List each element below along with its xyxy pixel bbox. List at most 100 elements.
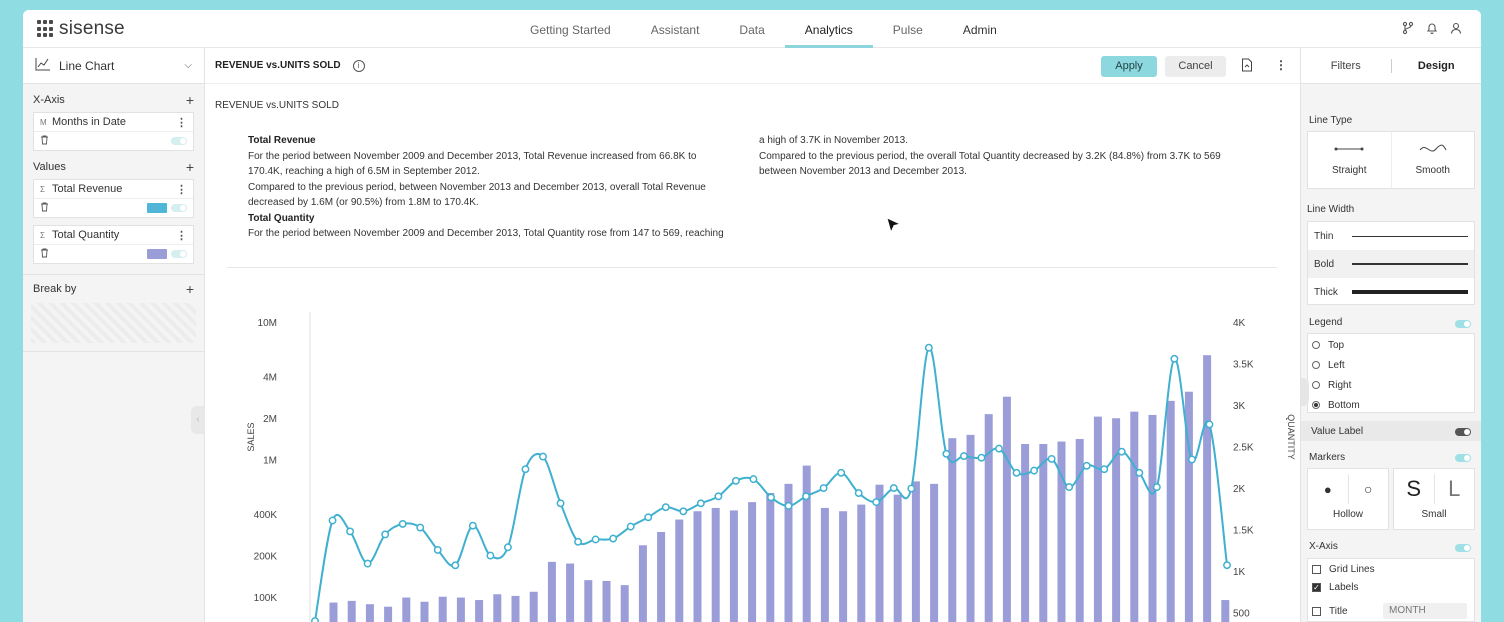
x-axis-title-input[interactable]: MONTH <box>1383 603 1467 619</box>
info-icon[interactable]: i <box>352 59 365 72</box>
x-axis-toggle[interactable] <box>171 137 187 145</box>
nav-tab-admin[interactable]: Admin <box>962 23 997 37</box>
field-type-tag: M <box>40 117 47 127</box>
revenue-marker <box>503 543 512 552</box>
revenue-marker <box>539 452 547 461</box>
y2-tick-label: 2.5K <box>1233 443 1254 454</box>
field-menu-icon[interactable]: ⋮ <box>176 116 187 129</box>
add-break-by-button[interactable]: + <box>185 281 194 297</box>
cancel-button[interactable]: Cancel <box>1165 56 1226 77</box>
nav-tab-data[interactable]: Data <box>739 23 765 37</box>
grid-lines-checkbox[interactable]: Grid Lines <box>1308 560 1474 578</box>
series-toggle[interactable] <box>171 204 187 212</box>
trash-icon[interactable] <box>40 135 49 148</box>
quantity-bar <box>365 604 374 622</box>
bell-icon[interactable] <box>1425 21 1439 35</box>
sisense-logo[interactable]: sisense <box>37 18 125 40</box>
bold-line-sample <box>1352 263 1468 265</box>
quantity-bar <box>948 438 957 622</box>
nav-tab-analytics[interactable]: Analytics <box>784 10 873 48</box>
field-menu-icon[interactable]: ⋮ <box>176 229 187 242</box>
line-type-smooth[interactable]: Smooth <box>1392 132 1475 188</box>
quantity-bar <box>475 600 484 622</box>
add-x-axis-button[interactable]: + <box>185 92 194 108</box>
y-tick-label: 10M <box>258 318 277 329</box>
value-field-name[interactable]: Total Revenue <box>52 183 123 195</box>
quantity-bar <box>693 511 702 622</box>
quantity-bar <box>566 563 575 622</box>
revenue-marker <box>749 475 758 484</box>
revenue-marker <box>837 468 846 477</box>
export-icon[interactable] <box>1241 58 1253 75</box>
legend-top-radio[interactable]: Top <box>1308 335 1474 355</box>
collapse-left-panel-handle[interactable]: ‹ <box>191 406 205 434</box>
break-by-section: Break by + <box>23 281 204 297</box>
line-width-thin-label: Thin <box>1314 230 1334 242</box>
revenue-marker <box>854 489 863 498</box>
legend-toggle[interactable] <box>1455 320 1471 328</box>
line-width-thick[interactable]: Thick <box>1308 278 1474 306</box>
revenue-marker <box>346 527 355 536</box>
revenue-marker <box>451 561 460 570</box>
quantity-bar <box>675 519 684 622</box>
value-label-toggle[interactable] <box>1455 428 1471 436</box>
nav-tab-assistant[interactable]: Assistant <box>650 23 700 37</box>
widget-title[interactable]: REVENUE vs.UNITS SOLD <box>215 60 341 71</box>
revenue-marker <box>1152 483 1161 492</box>
large-marker-size-option[interactable]: L <box>1448 476 1461 501</box>
x-axis-field-name[interactable]: Months in Date <box>52 116 126 128</box>
branch-icon[interactable] <box>1401 21 1415 35</box>
legend-right-radio[interactable]: Right <box>1308 375 1474 395</box>
revenue-marker <box>784 501 793 510</box>
trash-icon[interactable] <box>40 248 49 261</box>
y2-tick-label: 1.5K <box>1233 526 1254 537</box>
more-options-icon[interactable]: ⋮ <box>1275 58 1287 72</box>
revenue-marker <box>468 521 477 530</box>
y-tick-label: 2M <box>263 414 277 425</box>
title-checkbox[interactable]: Title MONTH <box>1308 602 1474 620</box>
trash-icon[interactable] <box>40 202 49 215</box>
y-tick-label: 100K <box>254 593 278 604</box>
revenue-marker <box>486 551 495 560</box>
nav-tab-pulse[interactable]: Pulse <box>892 23 923 37</box>
revenue-marker <box>1065 483 1074 492</box>
series-color-swatch[interactable] <box>147 203 167 213</box>
value-field-name[interactable]: Total Quantity <box>52 229 120 241</box>
add-value-button[interactable]: + <box>185 159 194 175</box>
legend-bottom-radio[interactable]: Bottom <box>1308 395 1474 415</box>
small-marker-size-option[interactable]: S <box>1406 476 1422 501</box>
field-menu-icon[interactable]: ⋮ <box>176 183 187 196</box>
series-toggle[interactable] <box>171 250 187 258</box>
revenue-marker <box>696 499 705 508</box>
user-icon[interactable] <box>1449 21 1463 35</box>
quantity-bar <box>1075 439 1084 622</box>
line-width-thin[interactable]: Thin <box>1308 222 1474 250</box>
revenue-marker <box>574 537 583 546</box>
x-axis-design-toggle[interactable] <box>1455 544 1471 552</box>
break-by-dropzone[interactable] <box>31 303 196 343</box>
chart-type-selector[interactable]: Line Chart ⌵ <box>23 48 204 84</box>
line-width-bold[interactable]: Bold <box>1308 250 1474 278</box>
labels-checkbox[interactable]: ✓ Labels <box>1312 581 1359 593</box>
filled-marker-icon[interactable]: ● <box>1323 481 1332 497</box>
quantity-bar <box>402 597 411 622</box>
revenue-marker <box>591 535 600 544</box>
revenue-vs-units-chart[interactable]: 10M 4M 2M 1M 400K 200K 100K 4K 3.5K 3K 2.5K 2K 1.5K 1… <box>205 272 1300 622</box>
tab-design[interactable]: Design <box>1417 59 1455 72</box>
legend-left-radio[interactable]: Left <box>1308 355 1474 375</box>
series-color-swatch[interactable] <box>147 249 167 259</box>
nav-tab-getting-started[interactable]: Getting Started <box>530 23 611 37</box>
collapse-right-panel-handle[interactable] <box>1301 378 1309 406</box>
revenue-marker <box>767 493 775 502</box>
line-type-straight[interactable]: Straight <box>1308 132 1392 188</box>
hollow-marker-icon[interactable]: ○ <box>1364 481 1373 497</box>
narrative-heading: Total Revenue <box>248 135 316 146</box>
markers-toggle[interactable] <box>1455 454 1471 462</box>
x-axis-field-card: M Months in Date ⋮ <box>33 112 194 151</box>
tab-filters[interactable]: Filters <box>1330 59 1361 72</box>
apply-button[interactable]: Apply <box>1101 56 1157 77</box>
quantity-bar <box>456 597 465 622</box>
widget-editor: REVENUE vs.UNITS SOLD i Apply Cancel ⋮ R… <box>205 48 1300 622</box>
value-label-row <box>1301 421 1481 441</box>
y-tick-label: 400K <box>254 510 278 521</box>
